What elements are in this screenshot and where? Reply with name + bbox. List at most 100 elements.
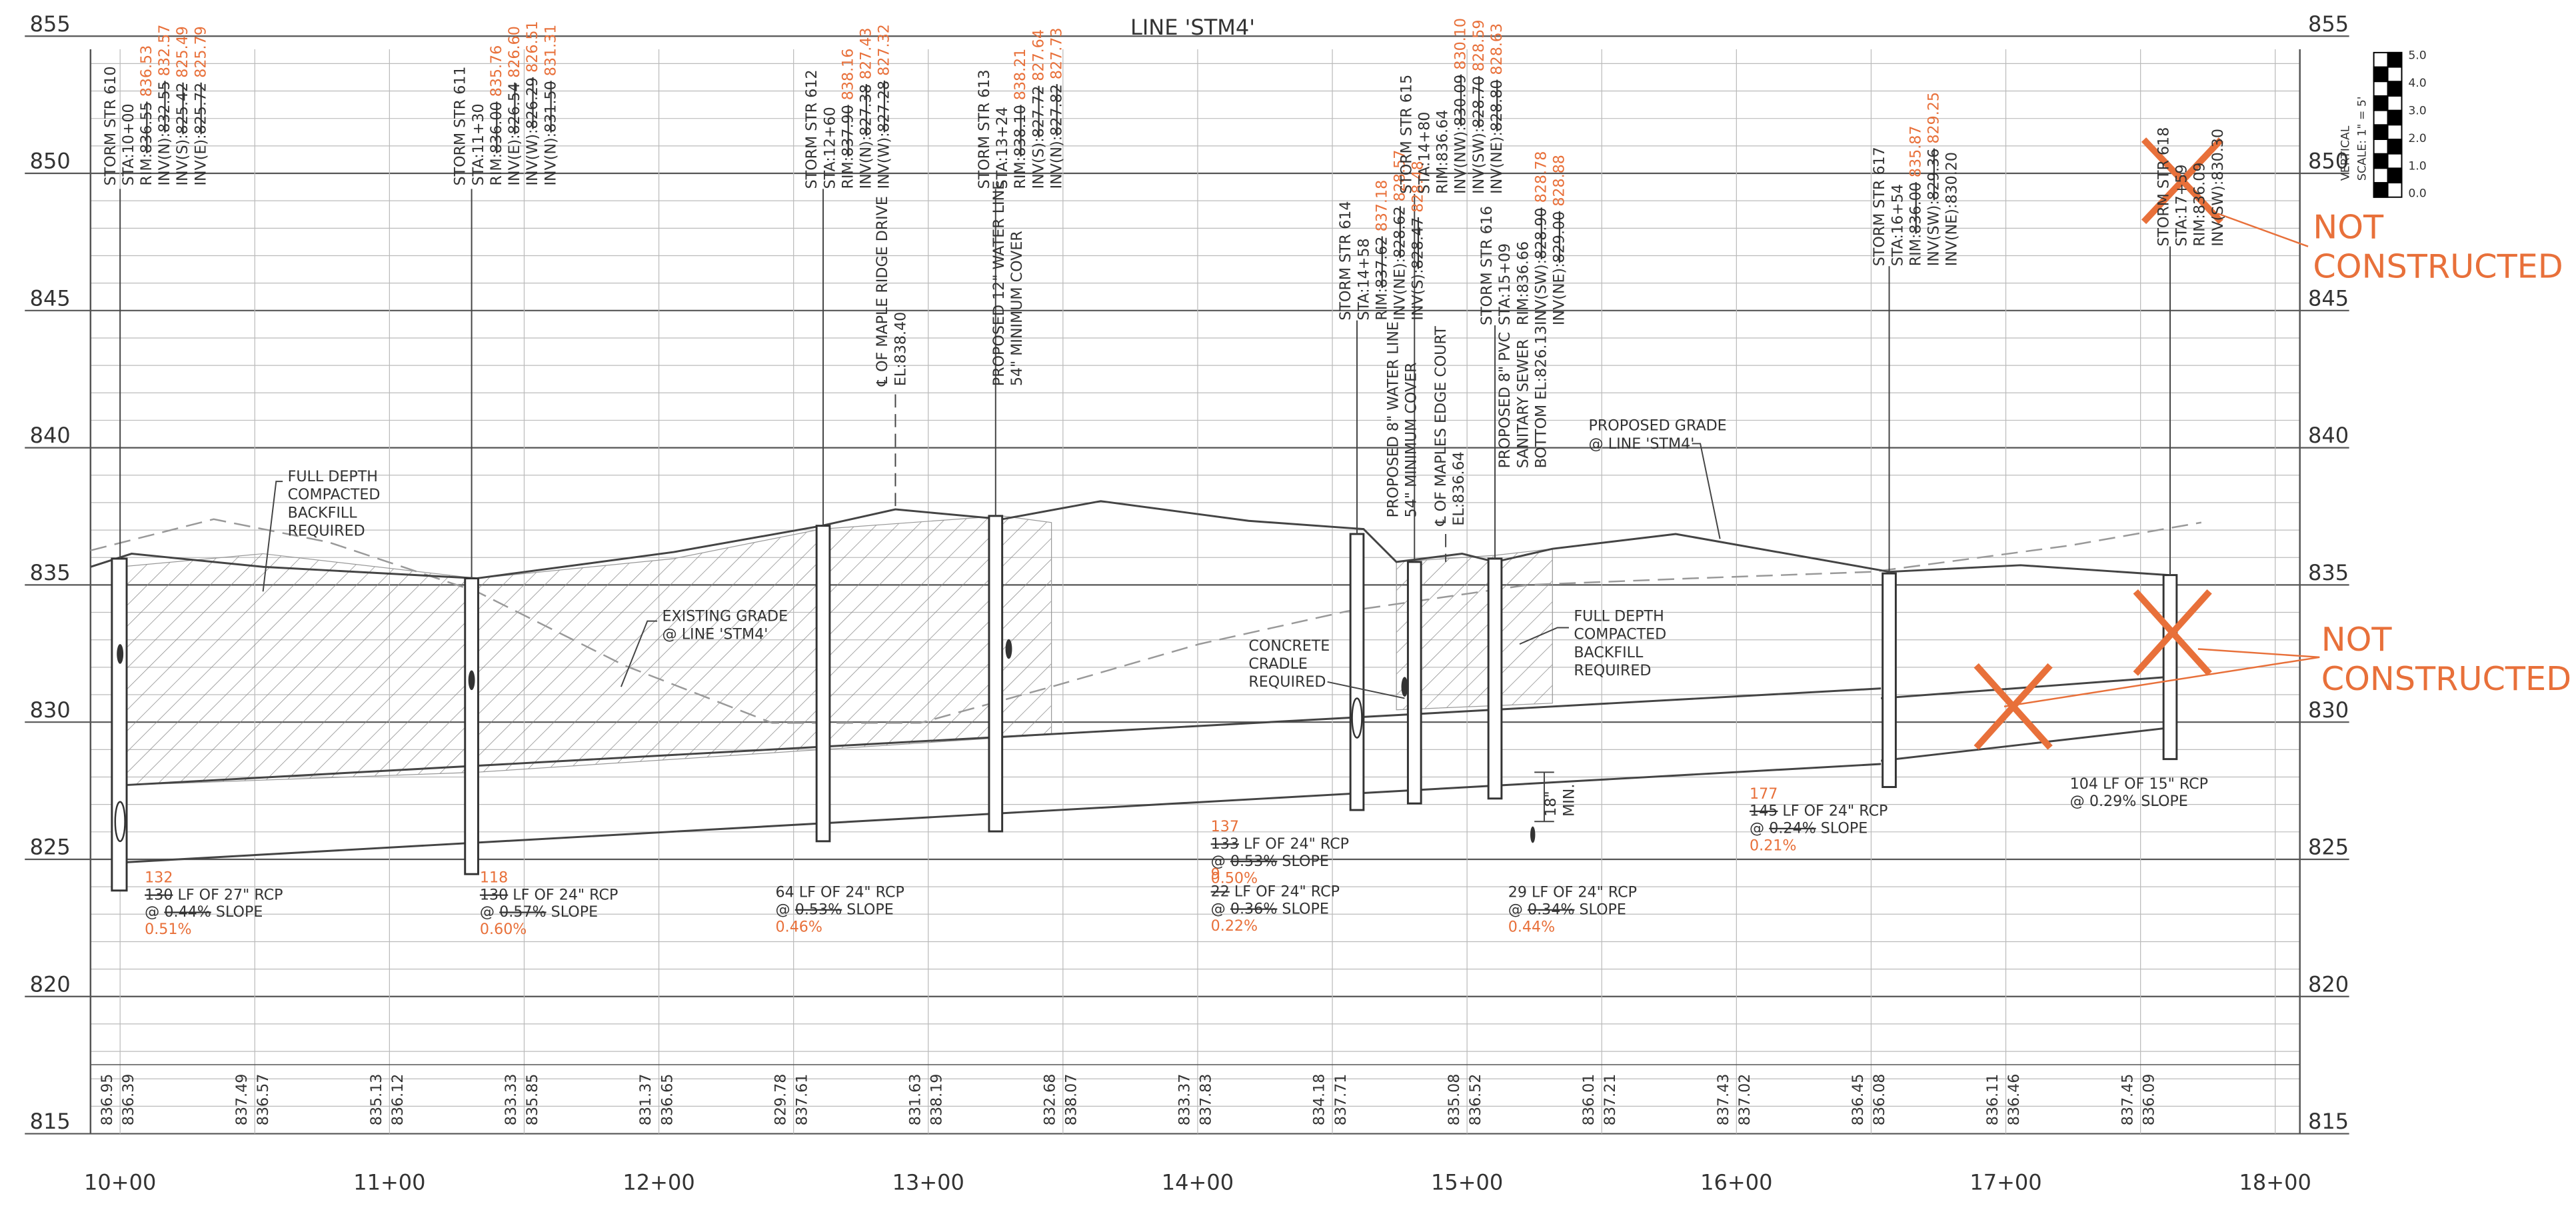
text-segment: 130	[145, 886, 173, 903]
text-segment: STORM STR 618	[2155, 127, 2173, 247]
structure-label: STA:12+60	[821, 107, 838, 189]
scale-tick: 3.0	[2408, 105, 2426, 118]
scale-tick: 2.0	[2408, 132, 2426, 145]
text-segment: STORM STR 614	[1337, 201, 1354, 321]
text-segment: 827.28	[876, 81, 893, 133]
structure-label: STA:16+54	[1889, 184, 1906, 266]
text-segment: STA:14+58	[1355, 238, 1372, 320]
text-segment: SLOPE	[842, 901, 894, 919]
text-segment: 828.57	[1391, 150, 1408, 207]
structure-label: STA:13+24	[994, 107, 1011, 189]
structure-label: INV(N):827.82 827.73	[1048, 28, 1065, 189]
text-segment: PROPOSED 8" WATER LINE	[1385, 321, 1402, 517]
structure-label: RIM:836.09	[2191, 163, 2209, 247]
structure-label: INV(N):832.55 832.57	[156, 25, 173, 186]
grade-elevation: 837.71	[1332, 1074, 1350, 1126]
pipe-label: 0.60%	[480, 921, 527, 938]
text-segment: RIM:	[1012, 157, 1029, 189]
structure-label: INV(S):827.72 827.64	[1030, 29, 1047, 189]
elevation-label: 815	[30, 1109, 71, 1134]
crossing-label: EL:838.40	[892, 312, 909, 386]
text-segment: 54" MINIMUM COVER	[1008, 231, 1026, 386]
text-segment: 54" MINIMUM COVER	[1403, 362, 1420, 517]
elevation-label: 815	[2308, 1109, 2349, 1134]
pipe-label: 118	[480, 869, 508, 886]
structure-label: INV(SW):828.90 828.78	[1532, 151, 1550, 325]
grade-elevation: 836.57	[255, 1074, 272, 1126]
note: COMPACTED	[288, 486, 381, 503]
pipe-label: 0.46%	[776, 918, 822, 935]
text-segment: 132	[145, 869, 173, 886]
text-segment: 0.50%	[1211, 870, 1258, 887]
pipe-label: 0.21%	[1750, 837, 1796, 854]
structure-label: STORM STR 617	[1871, 147, 1888, 266]
pipe-label: 132	[145, 869, 173, 886]
station-label: 15+00	[1431, 1169, 1503, 1195]
text-segment: 827.32	[876, 24, 893, 81]
station-label: 10+00	[84, 1169, 156, 1195]
text-segment: EL:838.40	[892, 312, 909, 386]
text-segment: 826.60	[506, 26, 523, 83]
text-segment: 826.51	[524, 21, 541, 77]
grade-elevation: 836.65	[658, 1074, 676, 1126]
grade-elevation: 836.01	[1580, 1074, 1598, 1126]
scale-bar	[2373, 51, 2403, 198]
text-segment: 836.00	[1907, 182, 1924, 234]
text-segment: 829.00	[1551, 211, 1568, 263]
grade-elevation: 829.78	[772, 1074, 789, 1126]
text-segment: 104 LF OF 15" RCP	[2070, 775, 2208, 793]
text-segment: 828.78	[1532, 151, 1550, 208]
pipe-label: 0.50%	[1211, 870, 1258, 887]
text-segment: STA:15+09	[1496, 243, 1514, 325]
text-segment: 828.62	[1391, 206, 1408, 258]
text-segment: 828.80	[1488, 80, 1506, 132]
structure-label: INV(NW):830.09 830.10	[1452, 18, 1470, 194]
text-segment: INV(SW):830.30	[2209, 129, 2227, 247]
crossing-label: BOTTOM EL:826.13	[1532, 325, 1550, 468]
elevation-label: 855	[30, 11, 71, 37]
text-segment: INV(N):	[156, 133, 173, 186]
station-label: 17+00	[1969, 1169, 2041, 1195]
structure-label: INV(W):827.28 827.32	[876, 24, 893, 189]
text-segment: SLOPE	[1574, 901, 1626, 919]
text-segment: 0.44%	[1508, 918, 1555, 935]
text-segment: 835.87	[1907, 125, 1924, 182]
text-segment: RIM:	[839, 157, 856, 189]
backfill-hatch	[119, 515, 1553, 786]
elevation-label: 830	[30, 697, 71, 723]
text-segment: INV(E):	[506, 134, 523, 185]
text-segment: SLOPE	[1816, 820, 1868, 837]
pipe-label: 137	[1211, 818, 1239, 835]
text-segment: STA:12+60	[821, 107, 838, 189]
grid	[25, 35, 2349, 1135]
elevation-label: 830	[2308, 697, 2349, 723]
structure-label: INV(N):827.38 827.43	[857, 28, 874, 189]
text-segment: INV(SW):	[1470, 128, 1488, 194]
grade-elevation: 836.52	[1467, 1074, 1484, 1126]
text-segment: 829.25	[1925, 92, 1942, 149]
grade-elevation: 836.46	[2005, 1074, 2023, 1126]
text-segment: 828.90	[1532, 207, 1550, 259]
pipe-label: 0.22%	[1211, 917, 1258, 935]
text-segment: 828.70	[1470, 76, 1488, 128]
text-segment: 0.36%	[1230, 900, 1277, 917]
text-segment: 837.90	[839, 105, 856, 157]
scale-label: VERTICAL	[2339, 125, 2353, 181]
note: CONSTRUCTED	[2321, 659, 2571, 698]
text-segment: 0.60%	[480, 921, 527, 938]
text-segment: STA:16+54	[1889, 184, 1906, 266]
structure-label: INV(N):831.50 831.31	[542, 25, 559, 186]
structure-label: STA:17+59	[2173, 165, 2191, 247]
note: @ LINE 'STM4'	[662, 626, 768, 643]
grade-elevation: 837.49	[233, 1074, 251, 1126]
text-segment: 0.53%	[1230, 853, 1277, 870]
text-segment: RIM:836.09	[2191, 163, 2209, 247]
text-segment: @	[1508, 901, 1528, 919]
text-segment: 827.64	[1030, 29, 1047, 86]
text-segment: STORM STR 611	[452, 66, 469, 185]
text-segment: INV(NE):830.20	[1943, 152, 1961, 266]
crossing-label: PROPOSED 8" WATER LINE	[1385, 321, 1402, 517]
text-segment: STORM STR 617	[1871, 147, 1888, 266]
structure-label: STORM STR 610	[102, 66, 119, 185]
